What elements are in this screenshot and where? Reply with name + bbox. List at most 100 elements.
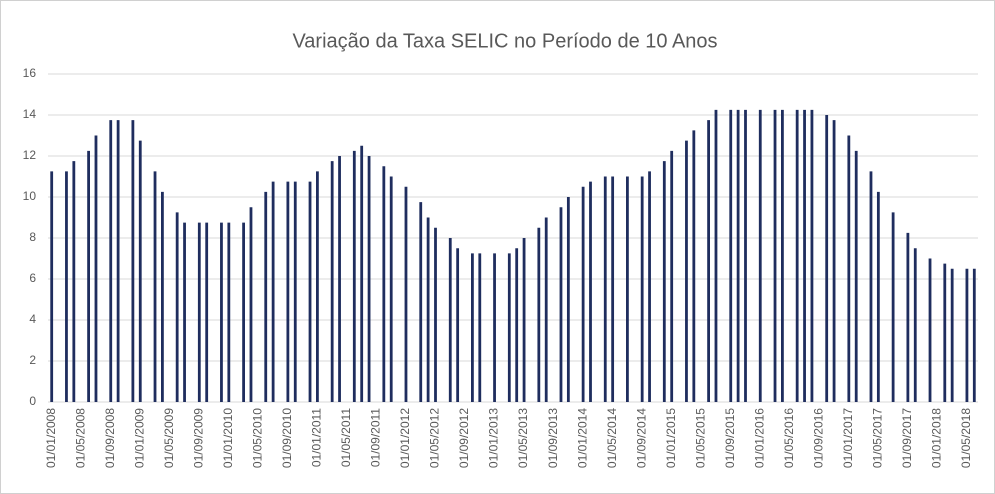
bar xyxy=(197,222,201,402)
bar xyxy=(537,227,541,402)
bar xyxy=(426,217,430,402)
x-tick-label: 01/09/2009 xyxy=(191,408,205,468)
x-tick-label: 01/09/2017 xyxy=(900,408,914,468)
bar xyxy=(94,135,98,402)
bar xyxy=(382,166,386,402)
bar xyxy=(87,150,90,402)
bar xyxy=(271,181,275,402)
bar xyxy=(72,161,76,402)
bar xyxy=(205,222,209,402)
bar xyxy=(389,176,393,402)
bar xyxy=(419,202,423,402)
bar xyxy=(448,238,452,402)
chart-title: Variação da Taxa SELIC no Período de 10 … xyxy=(292,30,717,52)
bar xyxy=(367,156,371,402)
bar xyxy=(729,109,733,402)
bar xyxy=(854,150,858,402)
bar xyxy=(928,258,932,402)
bar xyxy=(832,120,836,402)
bar xyxy=(316,171,319,402)
x-tick-label: 01/09/2008 xyxy=(103,408,117,468)
bar xyxy=(589,181,592,402)
bar xyxy=(566,197,570,402)
bar xyxy=(338,156,341,402)
bar xyxy=(360,145,364,402)
bar xyxy=(626,176,629,402)
bar xyxy=(522,238,526,402)
y-tick-label: 14 xyxy=(23,107,37,121)
x-tick-label: 01/05/2011 xyxy=(339,408,353,467)
bar xyxy=(825,115,829,402)
bar xyxy=(670,150,674,402)
bar xyxy=(692,130,696,402)
bar xyxy=(685,140,688,402)
x-tick-label: 01/01/2008 xyxy=(44,408,58,468)
bar xyxy=(471,253,474,402)
bar xyxy=(943,263,947,402)
bar xyxy=(803,109,806,402)
bar xyxy=(131,120,135,402)
x-tick-label: 01/05/2017 xyxy=(871,408,885,468)
bar xyxy=(138,140,142,402)
bar xyxy=(183,222,186,402)
bar xyxy=(611,176,615,402)
x-tick-label: 01/09/2015 xyxy=(723,408,737,468)
bar xyxy=(478,253,482,402)
bar xyxy=(795,109,799,402)
x-tick-label: 01/09/2014 xyxy=(634,408,648,468)
y-tick-label: 2 xyxy=(29,353,36,367)
x-tick-label: 01/05/2016 xyxy=(782,408,796,468)
bar xyxy=(330,161,334,402)
bar xyxy=(876,191,880,402)
x-tick-label: 01/01/2011 xyxy=(310,408,324,467)
bar xyxy=(714,109,718,402)
x-tick-label: 01/05/2014 xyxy=(605,408,619,468)
x-tick-label: 01/05/2010 xyxy=(251,408,265,468)
x-tick-label: 01/05/2012 xyxy=(428,408,442,468)
bar xyxy=(744,109,747,402)
y-tick-label: 0 xyxy=(29,394,36,408)
y-tick-label: 12 xyxy=(23,148,37,162)
bar xyxy=(581,186,585,402)
bar xyxy=(175,212,179,402)
x-tick-label: 01/05/2018 xyxy=(959,408,973,468)
bar xyxy=(227,222,231,402)
bar xyxy=(810,109,814,402)
bar xyxy=(249,207,253,402)
x-tick-label: 01/01/2013 xyxy=(487,408,501,468)
x-tick-label: 01/01/2012 xyxy=(398,408,412,468)
bar xyxy=(109,120,113,402)
x-tick-label: 01/01/2009 xyxy=(132,408,146,468)
bar xyxy=(648,171,651,402)
bar xyxy=(965,268,969,402)
bar xyxy=(352,150,356,402)
bar xyxy=(906,232,910,402)
bar xyxy=(773,109,777,402)
bar xyxy=(847,135,851,402)
bar xyxy=(707,120,710,402)
bar xyxy=(758,109,762,402)
bar xyxy=(781,109,784,402)
bar xyxy=(507,253,511,402)
y-tick-label: 10 xyxy=(23,189,37,203)
bar xyxy=(50,171,54,402)
x-tick-label: 01/01/2017 xyxy=(841,408,855,468)
x-tick-label: 01/01/2018 xyxy=(930,408,944,468)
bar xyxy=(662,161,666,402)
y-tick-label: 16 xyxy=(23,66,37,80)
bar xyxy=(161,191,164,402)
bar xyxy=(116,120,120,402)
bar xyxy=(456,248,460,402)
x-tick-label: 01/09/2011 xyxy=(369,408,383,467)
bar xyxy=(242,222,245,402)
bar xyxy=(559,207,563,402)
bar xyxy=(493,253,496,402)
x-tick-label: 01/05/2015 xyxy=(693,408,707,468)
y-tick-label: 4 xyxy=(29,312,36,326)
bar xyxy=(603,176,607,402)
x-tick-label: 01/05/2013 xyxy=(516,408,530,468)
y-tick-label: 6 xyxy=(29,271,36,285)
x-tick-label: 01/05/2008 xyxy=(73,408,87,468)
bar xyxy=(869,171,873,402)
